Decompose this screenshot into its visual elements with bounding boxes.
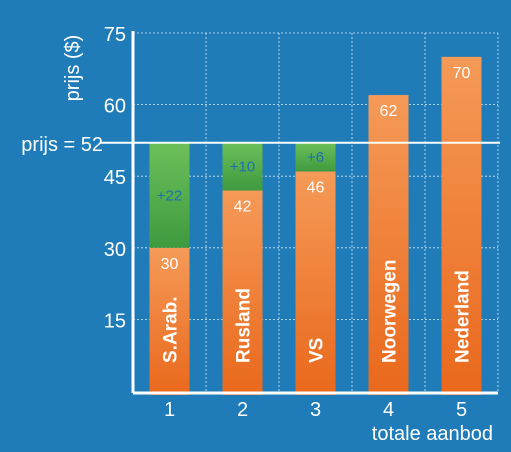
profit-value-label: +10 (230, 159, 255, 176)
profit-bar (149, 142, 190, 248)
profit-value-label: +22 (157, 187, 182, 204)
country-label: Noorwegen (380, 260, 401, 363)
cost-value-label: 42 (234, 199, 252, 216)
cost-value-label: 62 (380, 103, 398, 120)
profit-bar (222, 142, 263, 191)
y-axis-title: prijs ($) (62, 35, 84, 102)
x-tick-label: 2 (237, 399, 248, 421)
x-axis-title: totale aanbod (372, 423, 493, 445)
x-tick-label: 4 (383, 399, 394, 421)
x-tick-label: 5 (456, 399, 467, 421)
cost-bar (368, 95, 409, 395)
y-tick-label: 15 (104, 310, 126, 332)
cost-bar (149, 247, 190, 395)
cost-value-label: 70 (453, 65, 471, 82)
cost-value-label: 30 (161, 256, 179, 273)
cost-bar (222, 190, 263, 395)
country-label: Nederland (453, 270, 474, 363)
y-tick-label: 60 (104, 96, 126, 118)
country-label: VS (307, 338, 328, 363)
grid-lines (133, 32, 499, 391)
bars (149, 56, 482, 395)
x-tick-label: 3 (310, 399, 321, 421)
y-tick-label: 45 (104, 167, 126, 189)
y-tick-label: 30 (104, 239, 126, 261)
price-line-label: prijs = 52 (21, 134, 103, 156)
axes (100, 31, 500, 395)
cost-bar (295, 171, 336, 395)
cost-value-label: 46 (307, 179, 325, 196)
country-label: S.Arab. (161, 296, 182, 363)
profit-bar (295, 142, 336, 172)
country-label: Rusland (234, 288, 255, 363)
x-tick-label: 1 (164, 399, 175, 421)
cost-bar (441, 56, 482, 395)
y-tick-label: 75 (104, 24, 126, 46)
profit-value-label: +6 (307, 149, 324, 166)
